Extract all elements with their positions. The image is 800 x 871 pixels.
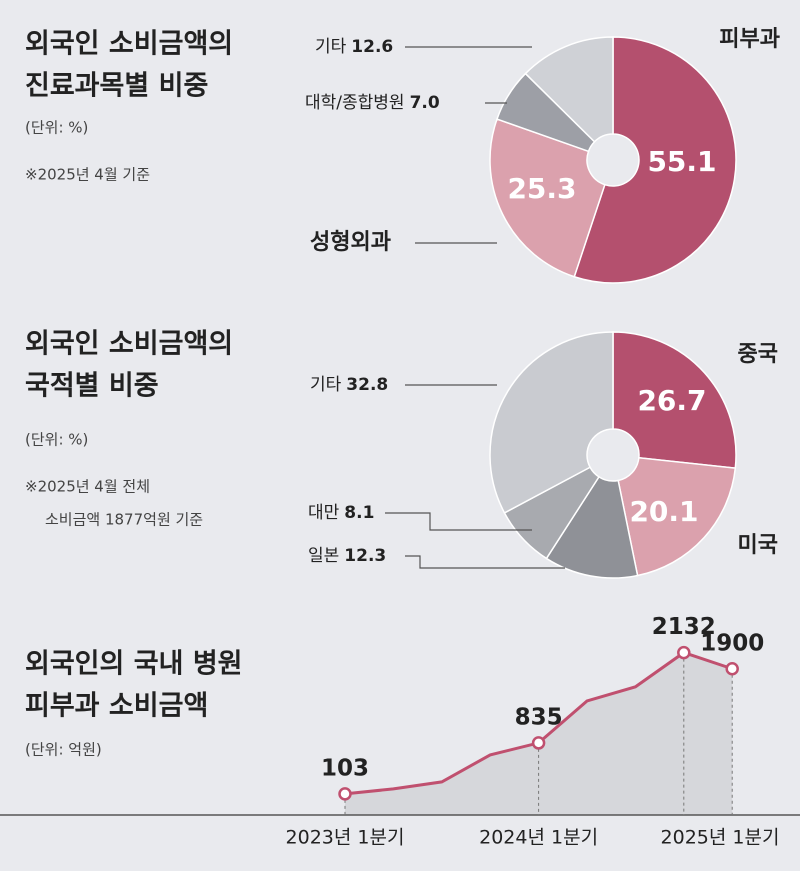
x-tick-label: 2025년 1분기 xyxy=(661,827,780,849)
slice-name: 기타 xyxy=(310,375,342,395)
chart-title: 외국인 소비금액의 xyxy=(25,329,233,360)
slice-value: 8.1 xyxy=(344,503,374,523)
point xyxy=(338,787,352,801)
subtitle: (단위: 억원) xyxy=(25,741,102,759)
slice-name: 피부과 xyxy=(719,27,780,52)
donut-slice xyxy=(545,475,639,579)
point xyxy=(725,662,739,676)
subtitle: (단위: %) xyxy=(25,119,88,137)
leader-line xyxy=(405,555,565,569)
donut-slice xyxy=(617,456,737,577)
value-label: 2132 xyxy=(652,614,716,640)
slice-label: 대학/종합병원 7.0 xyxy=(305,93,440,113)
slice-name: 대만 xyxy=(308,503,340,523)
slice-value: 12.6 xyxy=(351,37,393,57)
chart-title: 외국인의 국내 병원 xyxy=(25,649,243,680)
slice-value: 12.3 xyxy=(344,546,386,566)
slice-label: 기타 12.6 xyxy=(315,37,393,57)
note: 소비금액 1877억원 기준 xyxy=(45,511,203,529)
chart-title: 진료과목별 비중 xyxy=(25,71,208,102)
slice-name: 미국 xyxy=(738,533,778,558)
donut-slice xyxy=(573,36,737,284)
note: ※2025년 4월 기준 xyxy=(25,166,150,184)
slice-label: 대만 8.1 xyxy=(308,503,374,523)
subtitle: (단위: %) xyxy=(25,431,88,449)
value-label: 103 xyxy=(321,755,369,781)
slice-value: 55.1 xyxy=(647,145,716,178)
x-tick-label: 2023년 1분기 xyxy=(286,827,405,849)
slice-value: 26.7 xyxy=(637,384,706,417)
slice-value: 32.8 xyxy=(346,375,388,395)
chart-title: 외국인 소비금액의 xyxy=(25,29,233,60)
slice-value: 7.0 xyxy=(410,93,440,113)
donut-slice xyxy=(612,331,737,469)
slice-name: 일본 xyxy=(308,546,339,566)
note: ※2025년 4월 전체 xyxy=(25,478,150,496)
slice-name: 대학/종합병원 xyxy=(305,93,405,113)
slice-name: 성형외과 xyxy=(310,230,391,255)
point xyxy=(531,736,546,750)
slice-name: 중국 xyxy=(738,342,778,367)
slice-label: 기타 32.8 xyxy=(310,375,388,395)
slice-name: 기타 xyxy=(315,37,347,57)
value-label: 835 xyxy=(515,704,563,730)
area xyxy=(345,652,733,815)
leader-line xyxy=(385,512,532,531)
x-tick-label: 2024년 1분기 xyxy=(479,827,598,849)
slice-label: 일본 12.3 xyxy=(308,546,386,566)
point xyxy=(677,645,691,660)
slice-value: 25.3 xyxy=(507,172,576,205)
chart-title: 국적별 비중 xyxy=(25,371,159,402)
donut-slice xyxy=(524,36,614,143)
chart-title: 피부과 소비금액 xyxy=(25,691,208,722)
donut-slice xyxy=(489,331,614,514)
donut-slice xyxy=(489,118,606,278)
slice-value: 20.1 xyxy=(629,495,698,528)
value-label: 1900 xyxy=(700,630,764,656)
